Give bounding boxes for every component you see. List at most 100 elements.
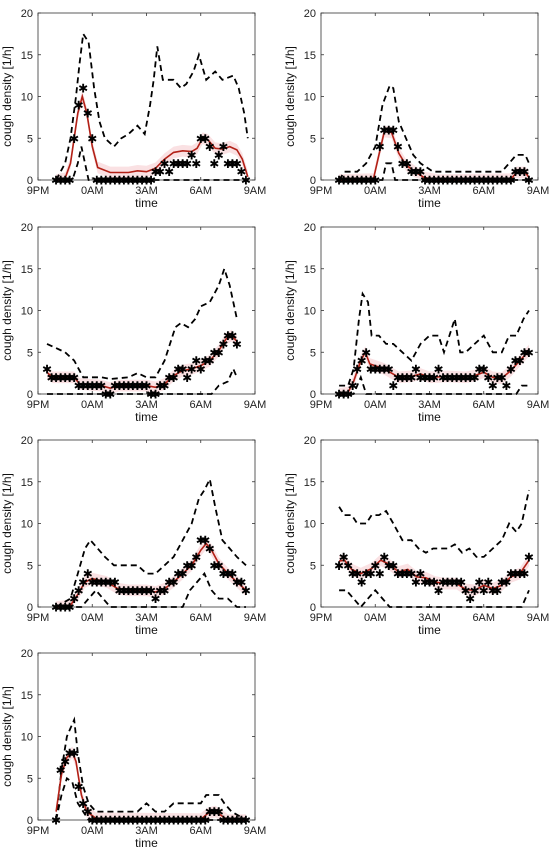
data-point-marker: ✱ — [492, 584, 502, 598]
data-point-marker: ✱ — [191, 550, 201, 564]
data-point-marker: ✱ — [132, 379, 142, 393]
data-point-marker: ✱ — [101, 388, 111, 402]
y-tick-label: 5 — [27, 560, 33, 572]
data-point-marker: ✱ — [56, 763, 66, 777]
data-point-marker: ✱ — [501, 174, 511, 188]
data-point-marker: ✱ — [74, 98, 84, 112]
x-axis-label: time — [135, 410, 158, 424]
data-point-marker: ✱ — [200, 354, 210, 368]
data-point-marker: ✱ — [339, 550, 349, 564]
x-tick-label: 3AM — [135, 399, 158, 411]
data-point-marker: ✱ — [429, 174, 439, 188]
data-point-marker: ✱ — [83, 107, 93, 121]
smoothed-density-line — [339, 130, 530, 181]
data-point-marker: ✱ — [497, 371, 507, 385]
data-point-marker: ✱ — [178, 567, 188, 581]
data-point-marker: ✱ — [361, 346, 371, 360]
data-point-marker: ✱ — [110, 575, 120, 589]
data-point-marker: ✱ — [366, 174, 376, 188]
data-point-marker: ✱ — [429, 575, 439, 589]
y-tick-label: 0 — [310, 602, 316, 614]
data-point-marker: ✱ — [205, 805, 215, 819]
data-point-marker: ✱ — [519, 567, 529, 581]
data-point-marker: ✱ — [205, 140, 215, 154]
data-point-marker: ✱ — [227, 157, 237, 171]
data-point-marker: ✱ — [132, 174, 142, 188]
data-point-marker: ✱ — [375, 362, 385, 376]
data-point-marker: ✱ — [187, 814, 197, 828]
data-point-marker: ✱ — [465, 371, 475, 385]
data-point-marker: ✱ — [524, 550, 534, 564]
y-tick-label: 10 — [21, 92, 33, 104]
smoothed-density-line — [46, 334, 238, 390]
data-point-marker: ✱ — [151, 388, 161, 402]
lower-bound-line — [55, 776, 246, 821]
x-tick-label: 9AM — [527, 185, 550, 197]
data-point-marker: ✱ — [69, 132, 79, 146]
data-point-marker: ✱ — [105, 814, 115, 828]
x-tick-label: 9AM — [527, 612, 550, 624]
y-tick-label: 15 — [304, 264, 316, 276]
data-point-marker: ✱ — [78, 575, 88, 589]
data-point-marker: ✱ — [474, 575, 484, 589]
confidence-band — [339, 125, 529, 180]
data-point-marker: ✱ — [74, 379, 84, 393]
data-point-marker: ✱ — [406, 371, 416, 385]
y-tick-label: 5 — [310, 133, 316, 145]
data-point-marker: ✱ — [402, 371, 412, 385]
data-point-marker: ✱ — [60, 371, 70, 385]
upper-bound-line — [55, 31, 249, 181]
confidence-band — [56, 746, 246, 820]
x-tick-label: 6AM — [189, 399, 212, 411]
data-point-marker: ✱ — [352, 174, 362, 188]
y-tick-label: 20 — [304, 222, 316, 234]
data-point-marker: ✱ — [187, 148, 197, 162]
x-axis-label: time — [135, 623, 158, 637]
data-point-marker: ✱ — [209, 346, 219, 360]
data-point-marker: ✱ — [65, 601, 75, 615]
upper-bound-line — [55, 716, 247, 821]
data-point-marker: ✱ — [218, 814, 228, 828]
data-point-marker: ✱ — [51, 601, 61, 615]
upper-bound-line — [46, 265, 238, 380]
data-point-marker: ✱ — [128, 379, 138, 393]
data-point-marker: ✱ — [388, 559, 398, 573]
y-tick-label: 0 — [310, 175, 316, 187]
data-point-marker: ✱ — [65, 371, 75, 385]
data-point-marker: ✱ — [114, 174, 124, 188]
data-point-marker: ✱ — [205, 542, 215, 556]
data-point-marker: ✱ — [164, 575, 174, 589]
data-point-marker: ✱ — [488, 174, 498, 188]
data-point-marker: ✱ — [479, 362, 489, 376]
data-point-marker: ✱ — [461, 584, 471, 598]
data-point-marker: ✱ — [173, 157, 183, 171]
x-axis-label: time — [418, 623, 441, 637]
data-point-marker: ✱ — [173, 567, 183, 581]
x-tick-label: 3AM — [418, 399, 441, 411]
data-point-marker: ✱ — [411, 362, 421, 376]
data-point-marker: ✱ — [519, 165, 529, 179]
data-point-marker: ✱ — [214, 148, 224, 162]
data-point-marker: ✱ — [366, 362, 376, 376]
data-point-marker: ✱ — [196, 814, 206, 828]
data-point-marker: ✱ — [169, 814, 179, 828]
data-point-marker: ✱ — [92, 575, 102, 589]
data-point-marker: ✱ — [69, 371, 79, 385]
data-point-marker: ✱ — [379, 123, 389, 137]
y-tick-label: 5 — [27, 347, 33, 359]
data-point-marker: ✱ — [352, 567, 362, 581]
chart-panel-5: 0 5 10 15 20 9PM 0AM 3AM 6AM 9AM time cough density… — [0, 435, 266, 637]
data-point-marker: ✱ — [447, 174, 457, 188]
data-point-marker: ✱ — [375, 140, 385, 154]
data-point-marker: ✱ — [96, 174, 106, 188]
y-tick-label: 10 — [304, 92, 316, 104]
data-point-marker: ✱ — [164, 165, 174, 179]
chart-panel-6: 0 5 10 15 20 9PM 0AM 3AM 6AM 9AM time cough density… — [283, 435, 549, 637]
data-point-marker: ✱ — [65, 174, 75, 188]
data-point-marker: ✱ — [169, 575, 179, 589]
data-point-marker: ✱ — [227, 814, 237, 828]
data-point-marker: ✱ — [223, 329, 233, 343]
data-point-marker: ✱ — [348, 567, 358, 581]
chart-panel-2: 0 5 10 15 20 9PM 0AM 3AM 6AM 9AM time cough density… — [283, 8, 549, 210]
plot-frame — [320, 12, 539, 181]
